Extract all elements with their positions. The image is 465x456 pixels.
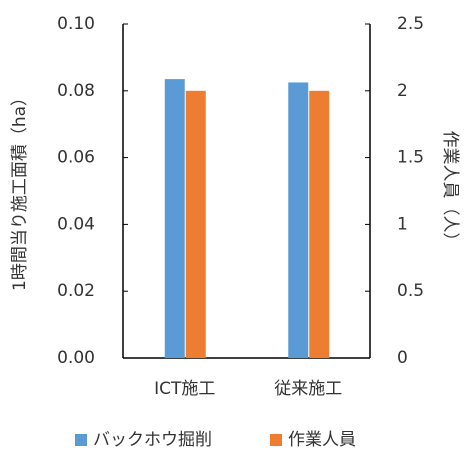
legend-label: バックホウ掘削 [93,430,212,450]
legend-label: 作業人員 [288,430,356,450]
y2-tick-label: 2 [397,81,408,101]
y2-axis-label: 作業人員（人） [440,131,460,250]
x-tick-label: ICT施工 [154,379,215,399]
legend-swatch [270,434,282,446]
y-tick-label: 0.00 [57,348,95,368]
y-tick-label: 0.08 [57,81,95,101]
bar [185,90,206,359]
y2-tick-label: 1.5 [397,148,424,168]
y2-tick-label: 1 [397,214,408,234]
bar [288,82,309,358]
legend-swatch [75,434,87,446]
y-tick-label: 0.06 [57,148,95,168]
y-axis-label: 1時間当り施工面積（ha） [10,89,30,291]
bar [309,90,330,359]
y-tick-label: 0.10 [57,14,95,34]
y-tick-label: 0.04 [57,214,95,234]
y-tick-label: 0.02 [57,281,95,301]
y2-tick-label: 0 [397,348,408,368]
bar [164,79,185,359]
y2-tick-label: 0.5 [397,281,424,301]
y2-tick-label: 2.5 [397,14,424,34]
x-tick-label: 従来施工 [274,379,342,399]
